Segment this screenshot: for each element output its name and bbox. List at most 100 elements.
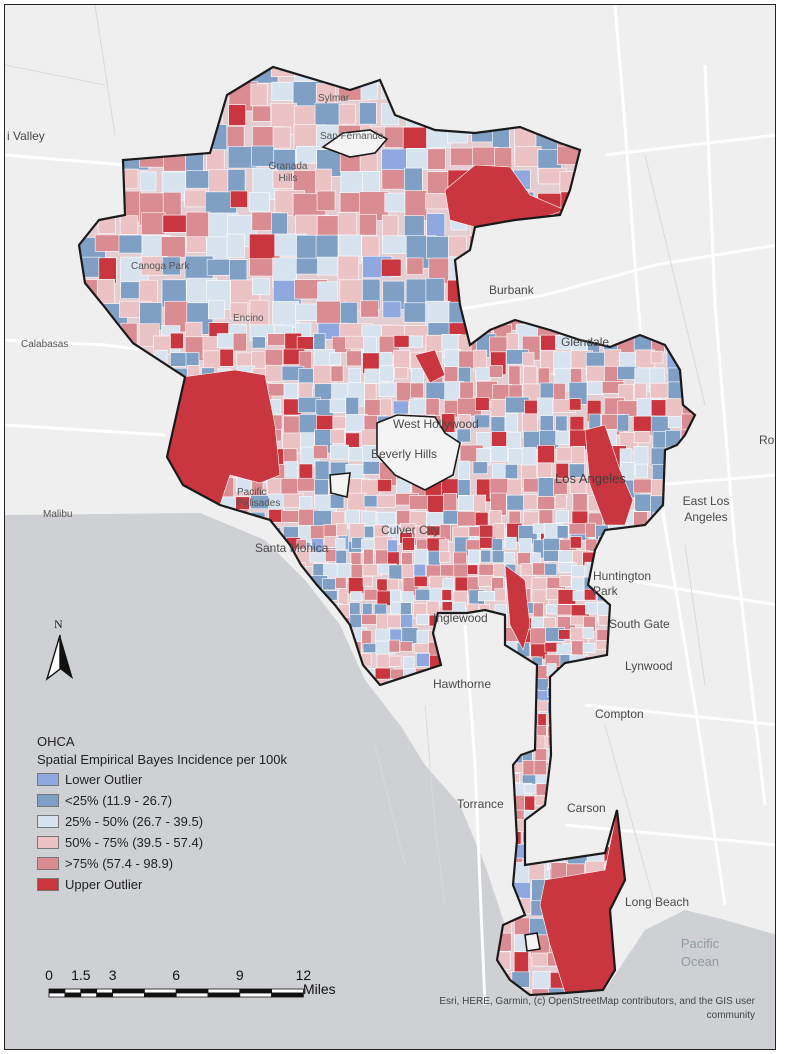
scale-segment xyxy=(207,988,241,994)
legend-label: >75% (57.4 - 98.9) xyxy=(65,856,174,871)
scale-tick-label: 9 xyxy=(236,967,244,983)
scale-segment xyxy=(207,992,241,998)
tract-cell xyxy=(540,334,557,351)
tract-cell xyxy=(585,522,596,538)
tract-cell xyxy=(537,496,555,510)
tract-cell xyxy=(330,429,345,444)
tract-cell xyxy=(569,536,582,549)
tract-cell xyxy=(415,652,430,667)
tract-cell xyxy=(381,169,406,190)
scale-segment xyxy=(239,988,273,994)
tract-cell xyxy=(400,591,414,604)
scale-segment xyxy=(271,992,304,998)
legend-label: <25% (11.9 - 26.7) xyxy=(65,793,173,808)
tract-cell xyxy=(537,462,553,478)
attribution-line-1: Esri, HERE, Garmin, (c) OpenStreetMap co… xyxy=(439,996,755,1007)
place-label: Canoga Park xyxy=(131,261,190,272)
legend-item: 50% - 75% (39.5 - 57.4) xyxy=(37,832,287,853)
tract-cell xyxy=(554,494,567,509)
tract-cell xyxy=(427,148,446,170)
place-label: i Valley xyxy=(7,129,45,143)
tract-cell xyxy=(582,626,594,639)
scale-tick-label: 3 xyxy=(109,967,117,983)
tract-cell xyxy=(477,574,494,587)
scale-segment xyxy=(175,988,209,994)
tract-cell xyxy=(272,170,294,189)
scale-segment xyxy=(48,992,66,998)
scale-tick-label: 1.5 xyxy=(71,967,91,983)
tract-cell xyxy=(425,381,447,400)
tract-cell xyxy=(118,234,145,254)
tract-cell xyxy=(206,258,234,276)
scale-tick-label: 6 xyxy=(172,967,180,983)
place-label: Encino xyxy=(233,313,264,324)
tract-cell xyxy=(583,588,597,601)
tract-cell xyxy=(533,760,547,776)
attribution-line-2: community xyxy=(706,1010,755,1021)
place-label: Pacific Palisades xyxy=(237,487,281,509)
tract-cell xyxy=(633,446,649,467)
tract-cell xyxy=(329,444,349,460)
tract-cell xyxy=(314,460,330,481)
place-label: Hawthorne xyxy=(433,677,492,691)
tract-cell xyxy=(251,336,266,349)
legend-swatch xyxy=(37,836,59,849)
tract-cell xyxy=(186,236,207,253)
tract-cell xyxy=(337,255,360,281)
tract-cell xyxy=(296,336,314,350)
place-label: Sylmar xyxy=(318,93,350,104)
scale-segment xyxy=(239,992,273,998)
legend-label: 25% - 50% (26.7 - 39.5) xyxy=(65,814,204,829)
legend-label: Lower Outlier xyxy=(65,772,143,787)
scale-tick-label: 12 xyxy=(296,967,312,983)
tract-cell xyxy=(474,414,491,429)
tract-cell xyxy=(348,367,361,385)
place-label: West Hollywood xyxy=(393,417,479,431)
scale-segment xyxy=(112,988,145,994)
place-label: Lynwood xyxy=(625,659,673,673)
legend-subtitle: Spatial Empirical Bayes Incidence per 10… xyxy=(37,752,288,767)
tract-cell xyxy=(347,492,367,511)
tract-cell xyxy=(272,301,299,328)
tract-cell xyxy=(468,526,481,537)
tract-cell xyxy=(530,627,547,646)
tract-cell xyxy=(478,590,496,602)
map-canvas[interactable] xyxy=(5,5,776,1050)
tract-cell xyxy=(272,126,292,149)
tract-cell xyxy=(569,398,582,411)
tract-cell xyxy=(425,277,445,302)
tract-cell xyxy=(362,461,382,475)
tract-cell xyxy=(338,103,356,125)
tract-cell xyxy=(170,332,184,349)
tract-cell xyxy=(555,510,569,524)
tract-cell xyxy=(408,335,423,348)
tract-cell xyxy=(504,413,518,433)
tract-cell xyxy=(338,588,349,606)
tract-cell xyxy=(297,477,316,492)
place-label: Ro xyxy=(759,433,775,447)
tract-cell xyxy=(284,461,299,480)
tract-cell xyxy=(548,987,573,995)
tract-cell xyxy=(543,538,561,552)
tract-cell xyxy=(185,211,211,241)
tract-cell xyxy=(438,539,449,553)
tract-cell xyxy=(413,575,428,587)
tract-cell xyxy=(522,352,535,367)
tract-cell xyxy=(556,525,569,539)
tract-cell xyxy=(252,105,272,122)
tract-cell xyxy=(336,523,348,537)
tract-cell xyxy=(228,104,246,126)
legend-label: 50% - 75% (39.5 - 57.4) xyxy=(65,835,204,850)
tract-cell xyxy=(531,988,558,995)
tract-cell xyxy=(226,233,245,258)
tract-cell xyxy=(440,564,456,577)
tract-cell xyxy=(162,214,188,233)
tract-cell xyxy=(536,725,547,737)
tract-cell xyxy=(457,479,471,496)
place-label: Malibu xyxy=(43,509,73,520)
scale-segment xyxy=(96,992,114,998)
tract-cell xyxy=(267,383,287,397)
tract-cell xyxy=(441,601,454,612)
scale-unit-label: Miles xyxy=(303,981,336,997)
tract-cell xyxy=(393,349,410,370)
